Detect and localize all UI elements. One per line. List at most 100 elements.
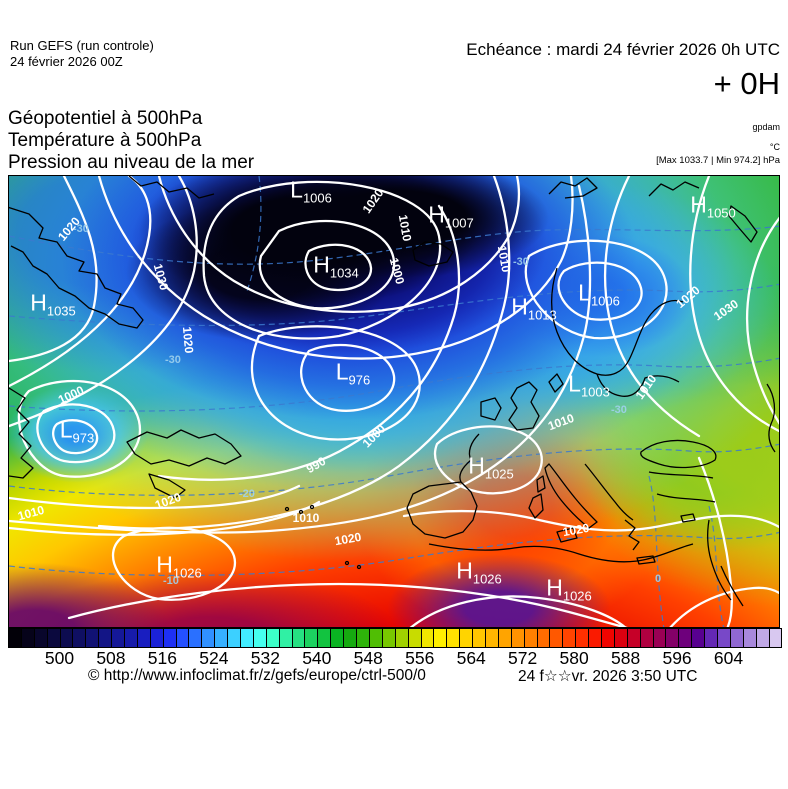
forecast-step-label: + 0H [713,66,780,101]
colorbar-cell [189,629,203,647]
pressure-center-letter: L [290,176,303,203]
param-pressure: Pression au niveau de la mer [8,152,255,173]
colorbar-cell [537,629,551,647]
colorbar-cell [692,629,706,647]
pressure-center-letter: H [313,251,330,278]
weather-map: L1006 H1007 H1034 H1050 H1035 L1006 H1013 L976 L… [8,175,780,628]
echeance-label: Echéance : mardi 24 février 2026 0h UTC [466,40,780,59]
isobar-value-label: 1010 [395,213,415,243]
colorbar-tick-label: 604 [713,648,744,668]
isobar-value-label: 1030 [150,262,172,292]
map-labels: L1006 H1007 H1034 H1050 H1035 L1006 H1013 L976 L… [9,176,779,627]
colorbar-cell [589,629,602,647]
isobar-value-label: 1010 [292,511,320,525]
isotherm-value-label: 0 [655,573,662,585]
colorbar-cell [524,629,538,647]
colorbar-tick-label: 580 [559,648,589,668]
pressure-center-high: H1013 [511,294,557,323]
colorbar-tick-label: 500 [44,648,75,668]
colorbar-cell [73,629,87,647]
map-overlay-graphics [9,176,779,627]
pressure-center-high: H1034 [313,252,359,281]
pressure-center-letter: H [511,293,528,320]
pressure-center-letter: H [468,452,485,479]
pressure-center-letter: L [568,370,581,397]
pressure-center-value: 1013 [527,307,557,323]
coastlines [9,176,776,607]
pressure-center-value: 1050 [706,205,736,221]
colorbar-cell [743,629,757,647]
isotherm-value-label: -30 [513,256,529,268]
isotherm-value-label: -30 [73,223,89,235]
colorbar-cell [576,629,590,647]
colorbar-cell [679,629,693,647]
colorbar-cell [769,629,782,647]
pressure-center-value: 973 [72,430,95,446]
isobar-value-label: 1000 [386,256,408,286]
colorbar-tick-label: 524 [199,648,229,668]
unit-celsius-label: °C [769,142,780,152]
pressure-center-high: H1035 [30,290,76,319]
pressure-center-value: 1034 [329,265,359,281]
colorbar-cell [447,629,461,647]
colorbar-cell [21,629,35,647]
colorbar-cell [125,629,138,647]
colorbar-cell [485,629,499,647]
generation-datetime-label: 24 f☆☆vr. 2026 3:50 UTC [518,668,698,685]
colorbar-cell [473,629,486,647]
pressure-center-letter: L [335,358,349,385]
colorbar-cell [241,629,254,647]
pressure-center-letter: H [156,551,173,578]
isobar-value-label: 1010 [16,502,46,524]
pressure-center-value: 1035 [46,303,76,319]
geopotential-color-fill [9,176,779,627]
colorbar-cell [176,629,190,647]
isobar-value-label: 1020 [179,326,197,354]
pressure-center-low: L973 [60,417,95,446]
run-model-label: Run GEFS (run controle) [10,38,154,53]
colorbar-cell [601,629,615,647]
colorbar-tick-label: 532 [250,648,280,668]
isotherm-value-label: -10 [163,575,179,587]
colorbar [8,628,782,648]
colorbar-tick-label: 564 [456,648,486,668]
isobar-value-label: 1020 [561,520,591,540]
colorbar-cell [705,629,718,647]
isobar-value-label: 1000 [55,383,87,407]
isobar-value-label: 1020 [333,529,363,549]
colorbar-cell [344,629,358,647]
colorbar-tick-label: 588 [610,648,641,668]
colorbar-cell [511,629,525,647]
isobar-value-label: 1030 [711,296,741,324]
pressure-center-letter: L [578,279,591,306]
colorbar-cell [717,629,731,647]
colorbar-cell [563,629,577,647]
colorbar-cell [47,629,61,647]
colorbar-cell [653,629,667,647]
colorbar-cell [215,629,229,647]
colorbar-tick-label: 556 [405,648,435,668]
isobar-value-label: 1020 [673,283,703,311]
colorbar-cell [614,629,628,647]
colorbar-tick-label: 572 [508,648,538,668]
pressure-extrema-label: [Max 1033.7 | Min 974.2] hPa [656,155,780,166]
pressure-center-value: 1025 [484,466,514,482]
isobar-value-label: 1010 [494,244,514,274]
colorbar-tick-label: 596 [662,648,692,668]
colorbar-cell [550,629,564,647]
colorbar-cell [666,629,680,647]
colorbar-cell [266,629,280,647]
isobar-value-label: 990 [303,453,329,477]
pressure-center-low: L1006 [578,280,620,309]
pressure-center-value: 1006 [302,190,332,206]
colorbar-cell [112,629,126,647]
isobar-value-label: 1020 [359,186,387,216]
pressure-center-high: H1026 [156,552,202,581]
colorbar-cell [163,629,177,647]
isotherm-value-label: -30 [165,354,181,366]
isobar-value-label: 1000 [359,421,389,451]
colorbar-cell [331,629,345,647]
colorbar-cell [498,629,512,647]
pressure-center-letter: L [59,416,73,443]
